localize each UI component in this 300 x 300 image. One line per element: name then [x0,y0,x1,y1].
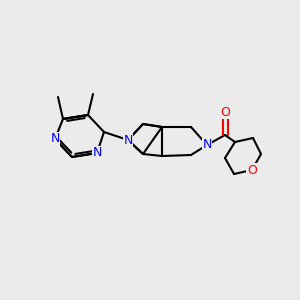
Text: O: O [247,164,257,176]
Text: N: N [92,146,102,160]
Text: N: N [202,139,212,152]
Text: O: O [220,106,230,118]
Text: N: N [50,133,60,146]
Text: N: N [123,134,133,146]
